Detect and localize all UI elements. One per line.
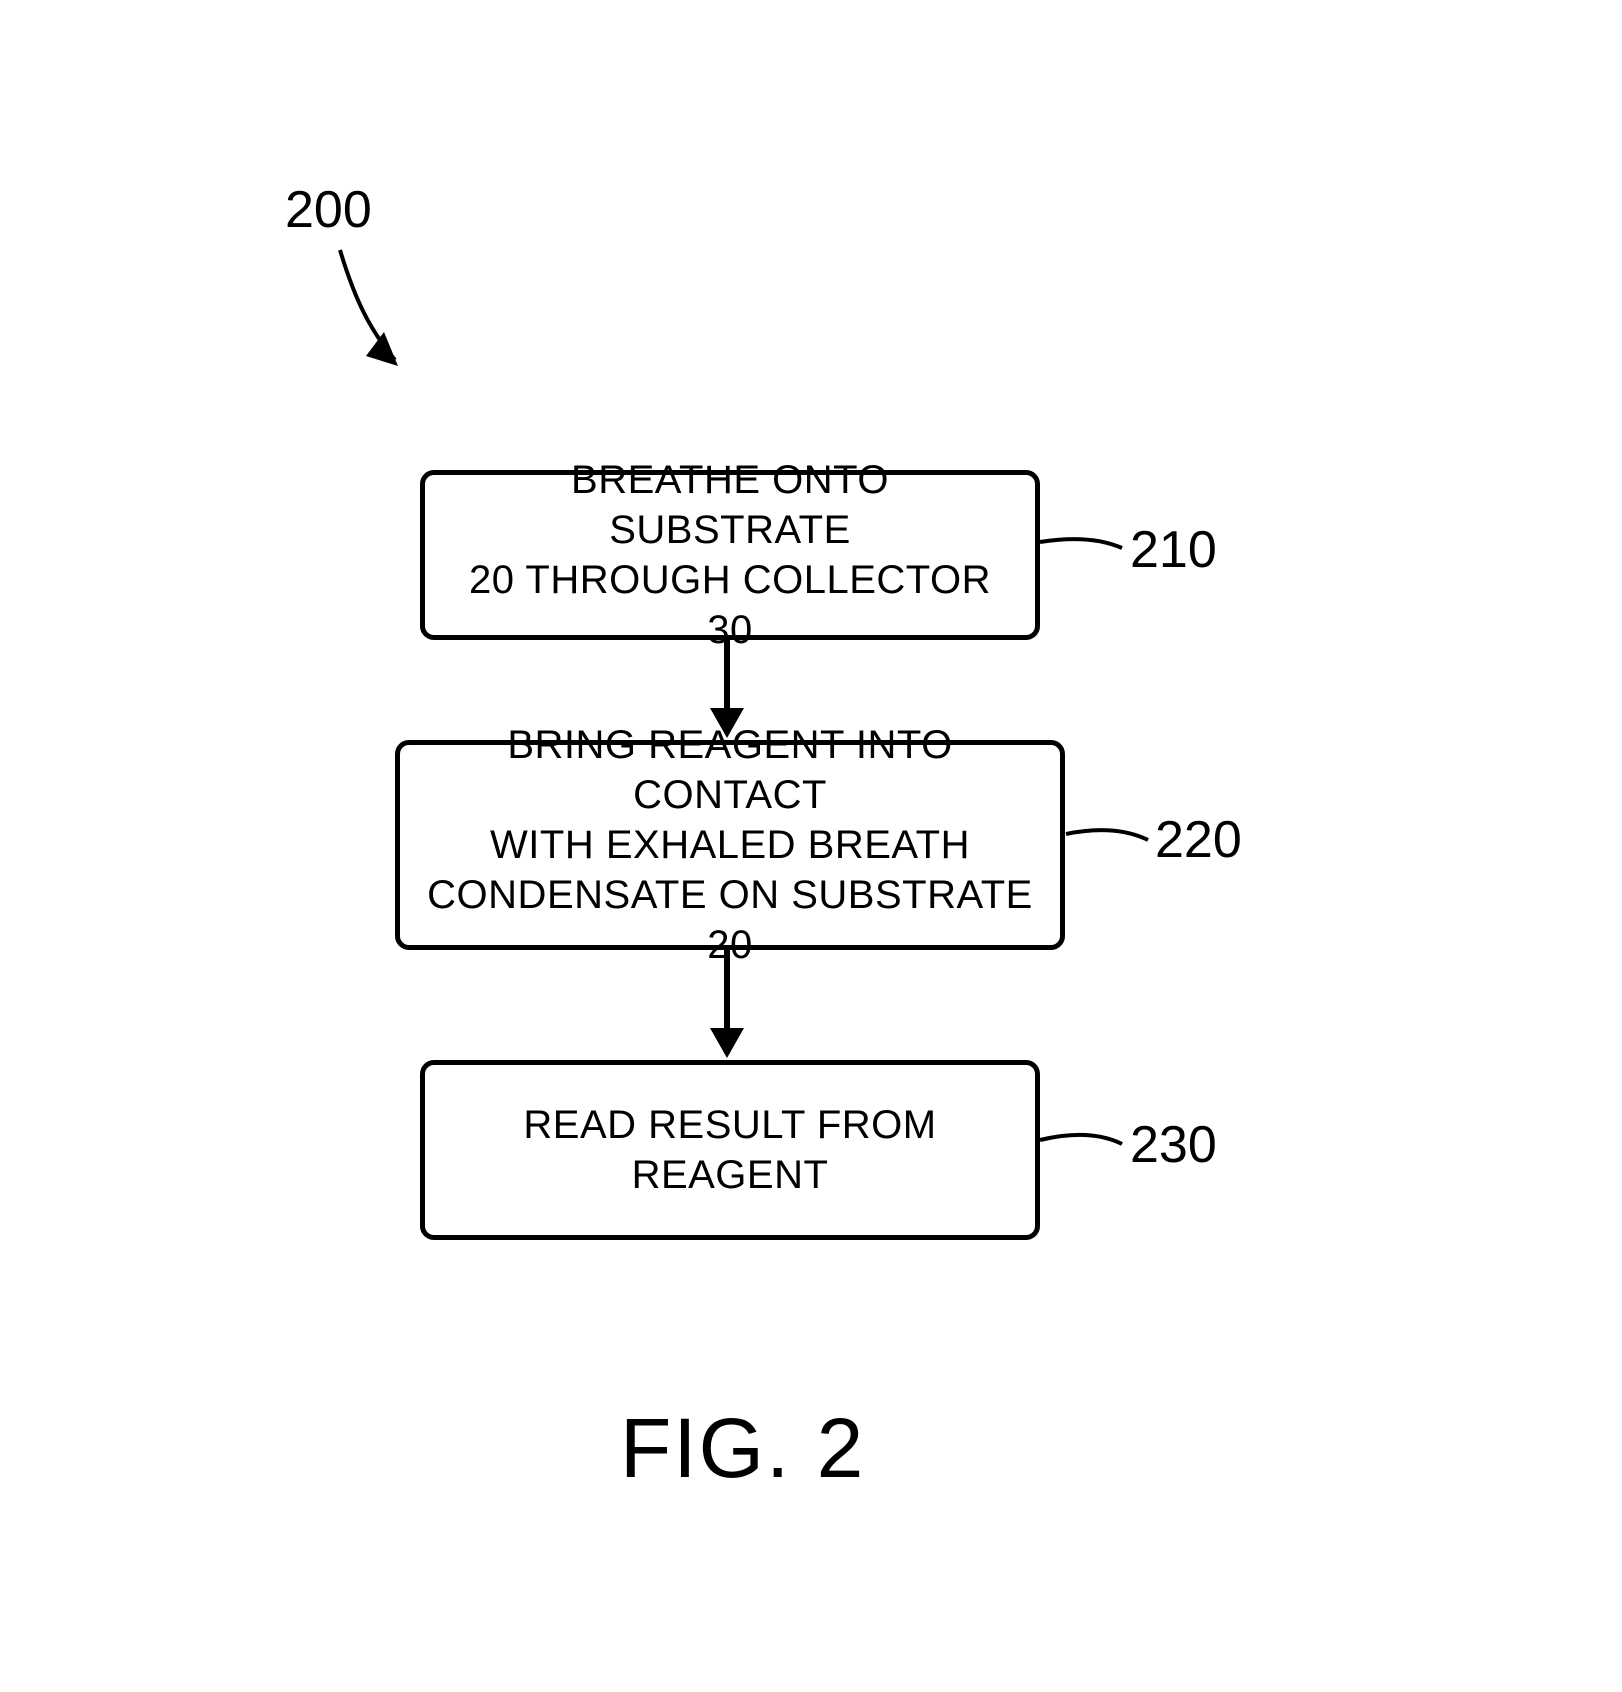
arrow-2-stem <box>724 950 730 1028</box>
step-230-box: READ RESULT FROM REAGENT <box>420 1060 1040 1240</box>
step-230-line2: REAGENT <box>632 1153 829 1197</box>
step-230-text: READ RESULT FROM REAGENT <box>523 1100 936 1200</box>
step-220-box: BRING REAGENT INTO CONTACT WITH EXHALED … <box>395 740 1065 950</box>
step-210-ref-label: 210 <box>1130 520 1217 580</box>
step-210-line2: 20 THROUGH COLLECTOR 30 <box>469 558 991 652</box>
arrow-2-head <box>710 1028 744 1058</box>
step-220-ref-label: 220 <box>1155 810 1242 870</box>
step-230-ref-label: 230 <box>1130 1115 1217 1175</box>
step-210-text: BREATHE ONTO SUBSTRATE 20 THROUGH COLLEC… <box>445 455 1015 655</box>
step-220-text: BRING REAGENT INTO CONTACT WITH EXHALED … <box>420 720 1040 970</box>
reference-200-label: 200 <box>285 180 372 240</box>
step-230-line1: READ RESULT FROM <box>523 1103 936 1147</box>
step-220-line2: WITH EXHALED BREATH <box>490 823 970 867</box>
arrow-1-stem <box>724 640 730 708</box>
step-210-line1: BREATHE ONTO SUBSTRATE <box>571 458 889 552</box>
step-210-box: BREATHE ONTO SUBSTRATE 20 THROUGH COLLEC… <box>420 470 1040 640</box>
figure-canvas: 200 BREATHE ONTO SUBSTRATE 20 THROUGH CO… <box>0 0 1622 1692</box>
step-220-line1: BRING REAGENT INTO CONTACT <box>507 723 952 817</box>
figure-caption: FIG. 2 <box>620 1400 865 1497</box>
